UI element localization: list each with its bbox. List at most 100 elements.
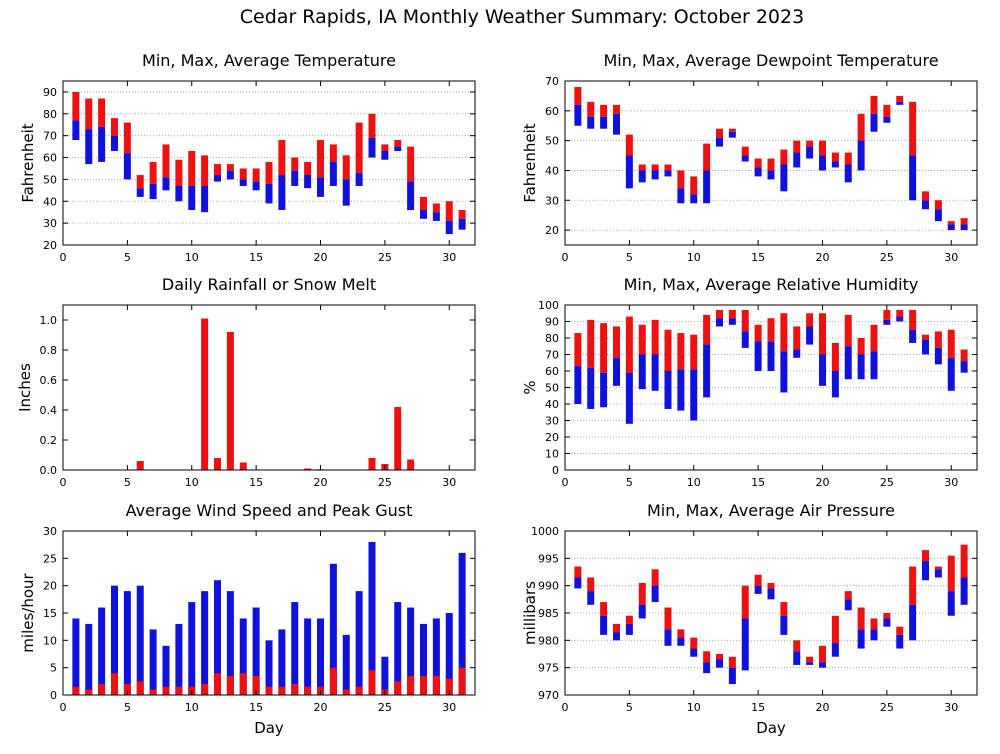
chart-title: Daily Rainfall or Snow Melt [162,275,376,294]
bar-max-segment [407,146,415,182]
avg-speed-bar [291,684,299,695]
bar-min-segment [716,137,723,147]
bar-max-segment [600,104,608,117]
y-tick-label: 0.6 [40,374,58,387]
figure-title: Cedar Rapids, IA Monthly Weather Summary… [240,6,804,28]
bar-min-segment [767,588,775,600]
bar-min-segment [458,218,466,230]
bar-max-segment [458,210,466,219]
bar-max-segment [613,623,620,633]
bar-min-segment [445,220,453,235]
bar-max-segment [587,577,595,592]
bar-max-segment [85,98,93,130]
bar-max-segment [381,144,389,151]
bar-max-segment [831,152,839,162]
bar-min-segment [149,183,157,200]
y-tick-label: 100 [538,299,559,312]
bar-max-segment [587,319,595,368]
y-tick-label: 70 [43,130,57,143]
bar-min-segment [831,371,839,398]
bar-max-segment [767,318,775,342]
bar-max-segment [690,334,698,370]
gust-bar [136,585,144,695]
bar-max-segment [844,314,852,347]
x-tick-label: 10 [687,701,701,714]
bar-min-segment [291,170,299,186]
y-tick-label: 20 [43,239,57,252]
chart-title: Min, Max, Average Dewpoint Temperature [603,51,938,70]
bar-min-segment [728,318,736,325]
y-axis-label: miles/hour [19,572,37,652]
gust-bar [239,618,247,695]
bar-min-segment [870,629,878,641]
gust-bar [317,618,324,695]
bar-min-segment [741,331,749,348]
bar-max-segment [819,645,826,663]
bar-min-segment [754,585,762,594]
x-tick-label: 20 [816,701,830,714]
bar-min-segment [677,188,685,204]
bar-max-segment [613,104,620,114]
bar-max-segment [741,146,749,156]
bar-max-segment [175,159,183,186]
bar-max-segment [754,324,762,342]
chart-title: Min, Max, Average Air Pressure [647,501,895,520]
bar-max-segment [252,168,260,182]
y-tick-label: 90 [545,316,559,329]
x-tick-label: 5 [124,701,131,714]
plot-frame [62,80,476,246]
bar-min-segment [960,224,968,231]
avg-speed-bar [445,678,453,695]
bar-max-segment [690,176,698,195]
x-tick-label: 10 [185,701,199,714]
gust-bar [85,623,93,695]
gust-bar [278,629,286,695]
gust-bar [162,645,170,695]
y-tick-label: 975 [538,662,559,675]
y-axis-label: Inches [16,363,34,412]
bar-min-segment [574,577,582,589]
bar-min-segment [741,618,749,671]
bar-max-segment [960,544,968,578]
avg-speed-bar [214,673,221,695]
bar-min-segment [677,637,685,646]
bar-min-segment [98,126,106,162]
bar-max-segment [947,555,955,592]
bar-max-segment [741,309,749,332]
chart-title: Average Wind Speed and Peak Gust [126,501,413,520]
bar-max-segment [780,313,788,352]
x-tick-label: 0 [562,251,569,264]
bar-max-segment [136,175,144,189]
bar-max-segment [922,191,929,201]
y-tick-label: 70 [545,75,559,88]
bar-min-segment [214,175,221,182]
y-tick-label: 0.4 [40,404,58,417]
bar-max-segment [677,170,685,189]
bar-max-segment [780,602,788,616]
bar-min-segment [831,161,839,168]
x-tick-label: 30 [442,701,456,714]
bar-max-segment [149,161,157,184]
bar-min-segment [188,185,196,211]
y-tick-label: 30 [43,217,57,230]
bar-max-segment [651,569,659,586]
x-tick-label: 30 [442,476,456,489]
bar-min-segment [844,346,852,380]
bar-min-segment [754,341,762,371]
x-tick-label: 25 [378,701,392,714]
bar-min-segment [651,585,659,603]
gust-bar [458,552,466,695]
gust-bar [226,591,234,695]
x-tick-label: 5 [124,251,131,264]
avg-speed-bar [162,686,170,695]
bar-max-segment [638,324,646,355]
bar-min-segment [728,131,736,138]
bar-max-segment [922,334,929,340]
y-axis-label: % [521,380,539,394]
avg-speed-bar [329,667,337,695]
bar-min-segment [767,341,775,371]
bar-max-segment [896,309,904,317]
x-tick-label: 30 [442,251,456,264]
x-tick-label: 30 [944,251,958,264]
